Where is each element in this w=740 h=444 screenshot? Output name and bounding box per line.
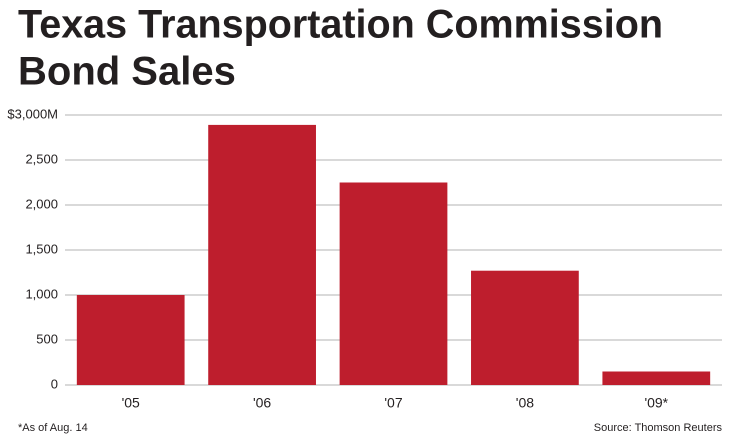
- y-tick-label: 500: [36, 331, 58, 346]
- x-tick-label: '06: [253, 395, 271, 411]
- bar: [208, 124, 316, 386]
- y-tick-label: 1,500: [25, 241, 58, 256]
- source: Source: Thomson Reuters: [594, 422, 723, 434]
- bar: [602, 371, 711, 385]
- y-tick-label: 2,500: [25, 151, 58, 166]
- y-tick-label: $3,000M: [7, 106, 58, 121]
- chart-subtitle: Bond Sales: [18, 50, 236, 94]
- footnote: *As of Aug. 14: [18, 422, 88, 434]
- y-tick-label: 0: [51, 376, 58, 391]
- x-tick-label: '07: [384, 395, 402, 411]
- chart-title: Texas Transportation Commission: [18, 3, 663, 47]
- bar: [471, 270, 579, 385]
- y-tick-label: 1,000: [25, 286, 58, 301]
- bar: [339, 182, 448, 385]
- x-tick-label: '08: [516, 395, 534, 411]
- bar: [76, 295, 185, 385]
- x-tick-label: '09*: [644, 395, 668, 411]
- x-tick-label: '05: [122, 395, 140, 411]
- y-tick-label: 2,000: [25, 196, 58, 211]
